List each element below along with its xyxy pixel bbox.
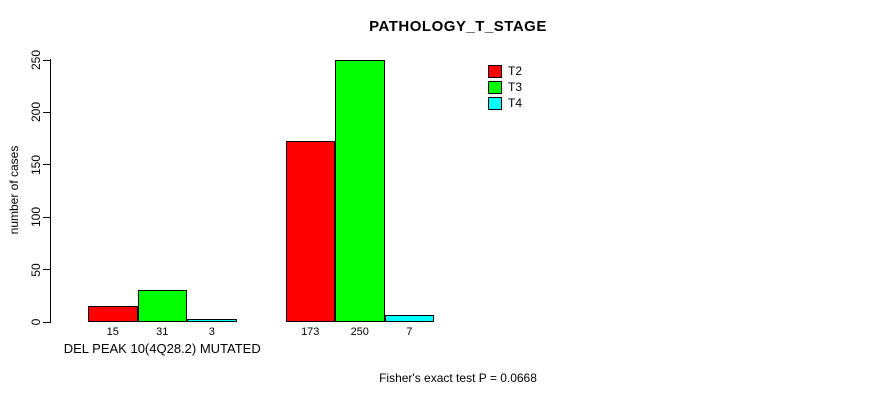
bar-value-label: 31 bbox=[156, 326, 169, 338]
legend-swatch-icon bbox=[488, 65, 502, 78]
bar-t4-group2 bbox=[384, 314, 434, 322]
bar-t3-group2 bbox=[335, 60, 385, 322]
legend-row-t2: T2 bbox=[488, 64, 522, 79]
y-tick-mark bbox=[43, 164, 50, 166]
y-tick-mark bbox=[43, 269, 50, 271]
legend: T2 T3 T4 bbox=[488, 64, 522, 112]
legend-label: T3 bbox=[508, 80, 523, 94]
bar-value-label: 173 bbox=[301, 326, 320, 338]
bar-value-label: 15 bbox=[106, 326, 119, 338]
y-axis-title: number of cases bbox=[7, 145, 21, 235]
y-tick-label: 50 bbox=[29, 262, 43, 277]
bar-t4-group1 bbox=[187, 318, 237, 322]
y-tick-mark bbox=[43, 321, 50, 323]
legend-swatch-icon bbox=[488, 81, 502, 94]
footnote-text: Fisher's exact test P = 0.0668 bbox=[379, 371, 537, 385]
y-tick-label: 250 bbox=[29, 49, 43, 71]
legend-label: T4 bbox=[508, 96, 523, 110]
chart-title: PATHOLOGY_T_STAGE bbox=[369, 18, 547, 35]
bar-t3-group1 bbox=[137, 289, 187, 322]
bar-t2-group2 bbox=[285, 140, 335, 322]
bar-value-label: 250 bbox=[350, 326, 369, 338]
y-tick-label: 150 bbox=[29, 154, 43, 175]
category-label-group1: DEL PEAK 10(4Q28.2) MUTATED bbox=[63, 341, 261, 356]
bar-value-label: 3 bbox=[208, 326, 215, 338]
legend-label: T2 bbox=[508, 64, 523, 78]
y-tick-mark bbox=[43, 216, 50, 218]
y-tick-label: 200 bbox=[29, 102, 43, 123]
bar-value-label: 7 bbox=[406, 326, 413, 338]
y-tick-mark bbox=[43, 59, 50, 61]
y-tick-label: 0 bbox=[29, 318, 43, 326]
legend-row-t4: T4 bbox=[488, 96, 522, 111]
legend-swatch-icon bbox=[488, 97, 502, 110]
y-tick-label: 100 bbox=[29, 207, 43, 228]
legend-row-t3: T3 bbox=[488, 80, 522, 95]
y-axis-line bbox=[50, 59, 51, 323]
y-tick-mark bbox=[43, 111, 50, 113]
bar-t2-group1 bbox=[88, 306, 138, 322]
